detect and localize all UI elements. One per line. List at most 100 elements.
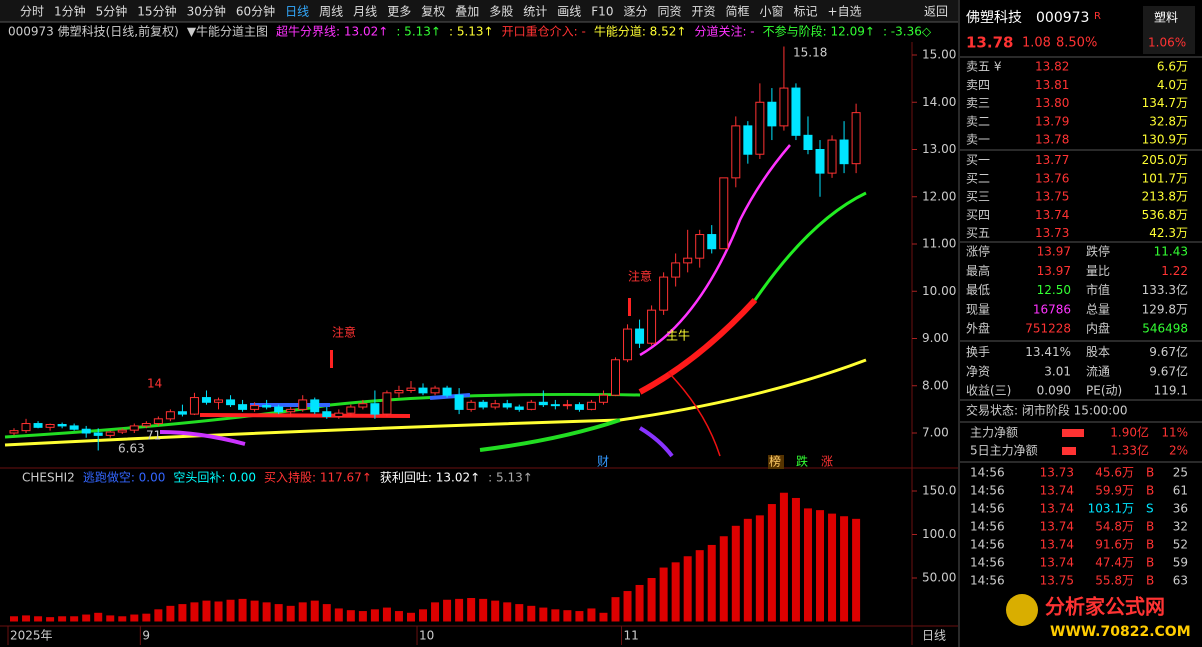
toolbar-button[interactable]: 月线 [353,5,377,19]
volume-bar [852,518,861,622]
label: 13.82 [1035,60,1069,74]
label: 8.00 [922,378,949,392]
label: 0.090 [1037,384,1071,398]
watermark-title: 分析家公式网 [1045,595,1165,619]
toolbar-button[interactable]: 日线 [285,5,309,19]
candle-body [105,431,115,436]
label: 9.67亿 [1149,344,1188,359]
toolbar-button[interactable]: 多股 [489,5,513,19]
toolbar-button[interactable]: 小窗 [760,5,784,19]
label: 流通 [1086,364,1110,378]
volume-bar [719,536,728,622]
candle-body [791,87,801,136]
volume-bar [431,602,440,622]
annot: 71 [146,429,161,443]
toolbar-button[interactable]: 15分钟 [137,4,176,19]
volume-bar [358,611,367,622]
volume-bar [10,616,18,622]
toolbar-button[interactable]: +自选 [828,5,862,19]
volume-bar [828,513,837,622]
label: B [1146,484,1154,498]
toolbar-button[interactable]: 分时 [20,5,44,19]
badge [768,455,784,469]
label: 52 [1173,538,1188,552]
toolbar-button[interactable]: 简框 [726,5,750,19]
label: 45.6万 [1095,466,1134,480]
label: 14:56 [970,484,1005,498]
candle-body [526,401,536,410]
candle-body [514,406,524,410]
ma-green2 [753,191,867,301]
flow-bar [1062,447,1076,455]
toolbar-button[interactable]: 叠加 [455,5,479,19]
toolbar-button[interactable]: 同资 [657,5,681,19]
candle-body [538,401,548,406]
label: 13.97 [1037,264,1071,278]
volume-bar [346,610,355,622]
label: 134.7万 [1142,96,1188,110]
toolbar-button[interactable]: 返回 [924,5,948,19]
label: : -3.36◇ [883,25,932,39]
label: 总量 [1086,302,1110,316]
label: 卖五 ¥ [966,60,1002,74]
toolbar-button[interactable]: 1分钟 [54,4,86,19]
candle-body [731,125,741,179]
volume-bar [527,605,536,622]
toolbar-button[interactable]: 周线 [319,5,343,19]
label: 最高 [966,263,990,278]
toolbar-button[interactable]: 60分钟 [236,4,275,19]
label: 205.0万 [1142,153,1188,167]
candle-body [262,405,272,408]
label: 150.0 [922,484,956,498]
candle-body [165,411,175,420]
band-green [479,418,621,452]
toolbar-button[interactable]: 画线 [557,5,581,19]
volume-bar [394,611,403,622]
label: 14:56 [970,556,1005,570]
label: 牛能分道: 8.52↑ [594,24,687,39]
label: 股本 [1086,345,1110,359]
volume-bar [491,600,500,622]
volume-bar [635,584,644,622]
label: : 5.13↑ [396,25,441,39]
toolbar-button[interactable]: 开资 [691,5,715,19]
label: 13.74 [1035,208,1069,222]
volume-bar [70,616,79,622]
toolbar-button[interactable]: 复权 [421,5,445,19]
label: 收益(三) [966,384,1011,398]
toolbar-button[interactable]: 更多 [387,5,411,19]
toolbar-button[interactable]: F10 [591,5,613,19]
candle-body [779,87,789,127]
candle-body [286,408,296,413]
label: 开口重仓介入: - [502,25,586,39]
toolbar-button[interactable]: 30分钟 [187,4,226,19]
label: 卖四 [966,78,990,92]
toolbar-button[interactable]: 5分钟 [96,4,128,19]
volume-bar [82,614,91,622]
toolbar-button[interactable]: 逐分 [623,5,647,19]
flow-bar [1062,429,1084,437]
candle-body [153,418,163,425]
volume-bar [22,615,31,622]
label: B [1146,574,1154,588]
volume-bar [58,616,67,622]
candle-body [454,394,464,410]
label: 15.00 [922,48,956,62]
label: 现量 [966,302,990,316]
volume-bar [46,617,55,622]
label: 13.00 [922,142,956,156]
candle-body [189,397,199,415]
candle-body [839,139,849,165]
label: 32 [1173,520,1188,534]
label: 25 [1173,466,1188,480]
toolbar-button[interactable]: 标记 [794,5,818,19]
volume-bar [563,610,572,622]
toolbar-button[interactable]: 统计 [523,5,547,19]
candle-body [635,328,645,344]
volume-bar [683,556,692,622]
label: 13.41% [1025,345,1071,359]
annot: 注意 [628,269,652,284]
